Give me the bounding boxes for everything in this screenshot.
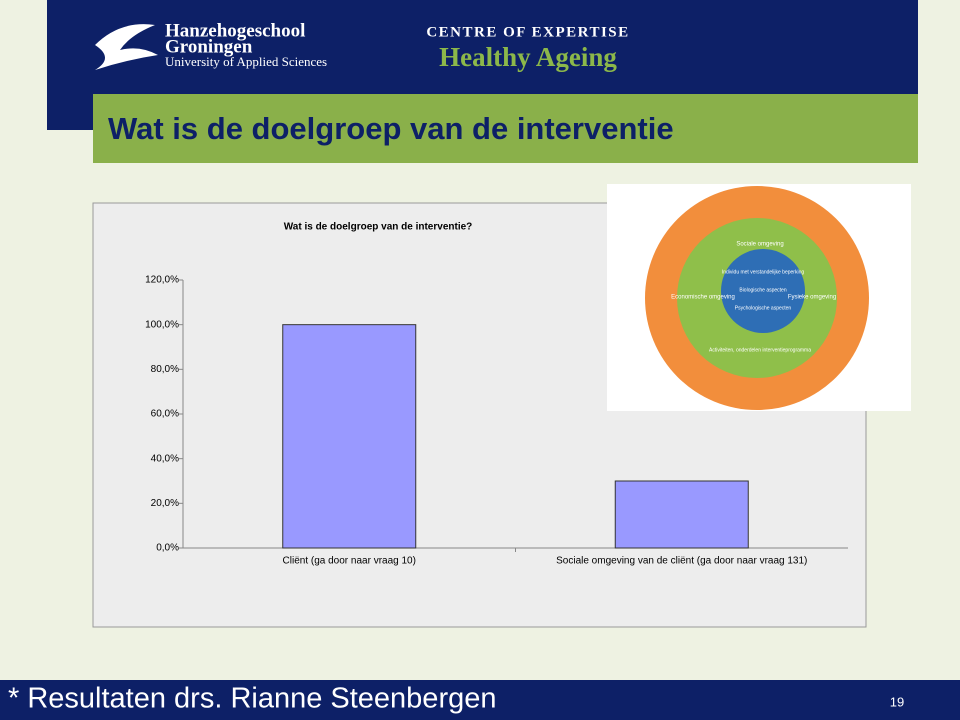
ring-label: Activiteiten, onderdelen interventieprog…	[709, 347, 811, 353]
ring-label: Psychologische aspecten	[735, 305, 792, 311]
footer-text: * Resultaten drs. Rianne Steenbergen	[8, 683, 496, 715]
footer-band	[0, 680, 960, 720]
institution-subtitle: University of Applied Sciences	[165, 54, 327, 69]
bar	[614, 480, 749, 549]
bar	[282, 324, 417, 549]
inner-circle	[721, 249, 805, 333]
institution-name: Hanzehogeschool	[165, 20, 305, 41]
ring-label: Fysieke omgeving	[788, 295, 836, 301]
slide-title: Wat is de doelgroep van de interventie	[108, 111, 674, 146]
institution-name: Groningen	[165, 36, 253, 57]
y-tick-label: 60,0%	[151, 409, 179, 420]
ring-label: Sociale omgeving	[736, 242, 783, 248]
chart-title: Wat is de doelgroep van de interventie?	[284, 222, 473, 233]
y-tick-label: 40,0%	[151, 453, 179, 464]
centre-label: CENTRE OF EXPERTISE	[426, 24, 629, 40]
y-tick-label: 80,0%	[151, 364, 179, 375]
inset-diagram: Sociale omgeving Economische omgeving Fy…	[607, 184, 911, 411]
x-tick-label: Cliënt (ga door naar vraag 10)	[283, 556, 416, 567]
centre-name: Healthy Ageing	[439, 42, 617, 72]
ring-label: Biologische aspecten	[739, 287, 786, 293]
ring-label: Individu met verstandelijke beperking	[722, 269, 804, 275]
logo-mark	[95, 24, 158, 70]
page-number: 19	[890, 694, 904, 709]
title-bar	[93, 94, 918, 163]
y-tick-label: 120,0%	[145, 275, 179, 286]
y-tick-label: 100,0%	[145, 319, 179, 330]
ring-label: Economische omgeving	[671, 295, 735, 301]
y-tick-label: 20,0%	[151, 498, 179, 509]
y-tick-label: 0,0%	[156, 543, 179, 554]
x-tick-label: Sociale omgeving van de cliënt (ga door …	[556, 556, 807, 567]
